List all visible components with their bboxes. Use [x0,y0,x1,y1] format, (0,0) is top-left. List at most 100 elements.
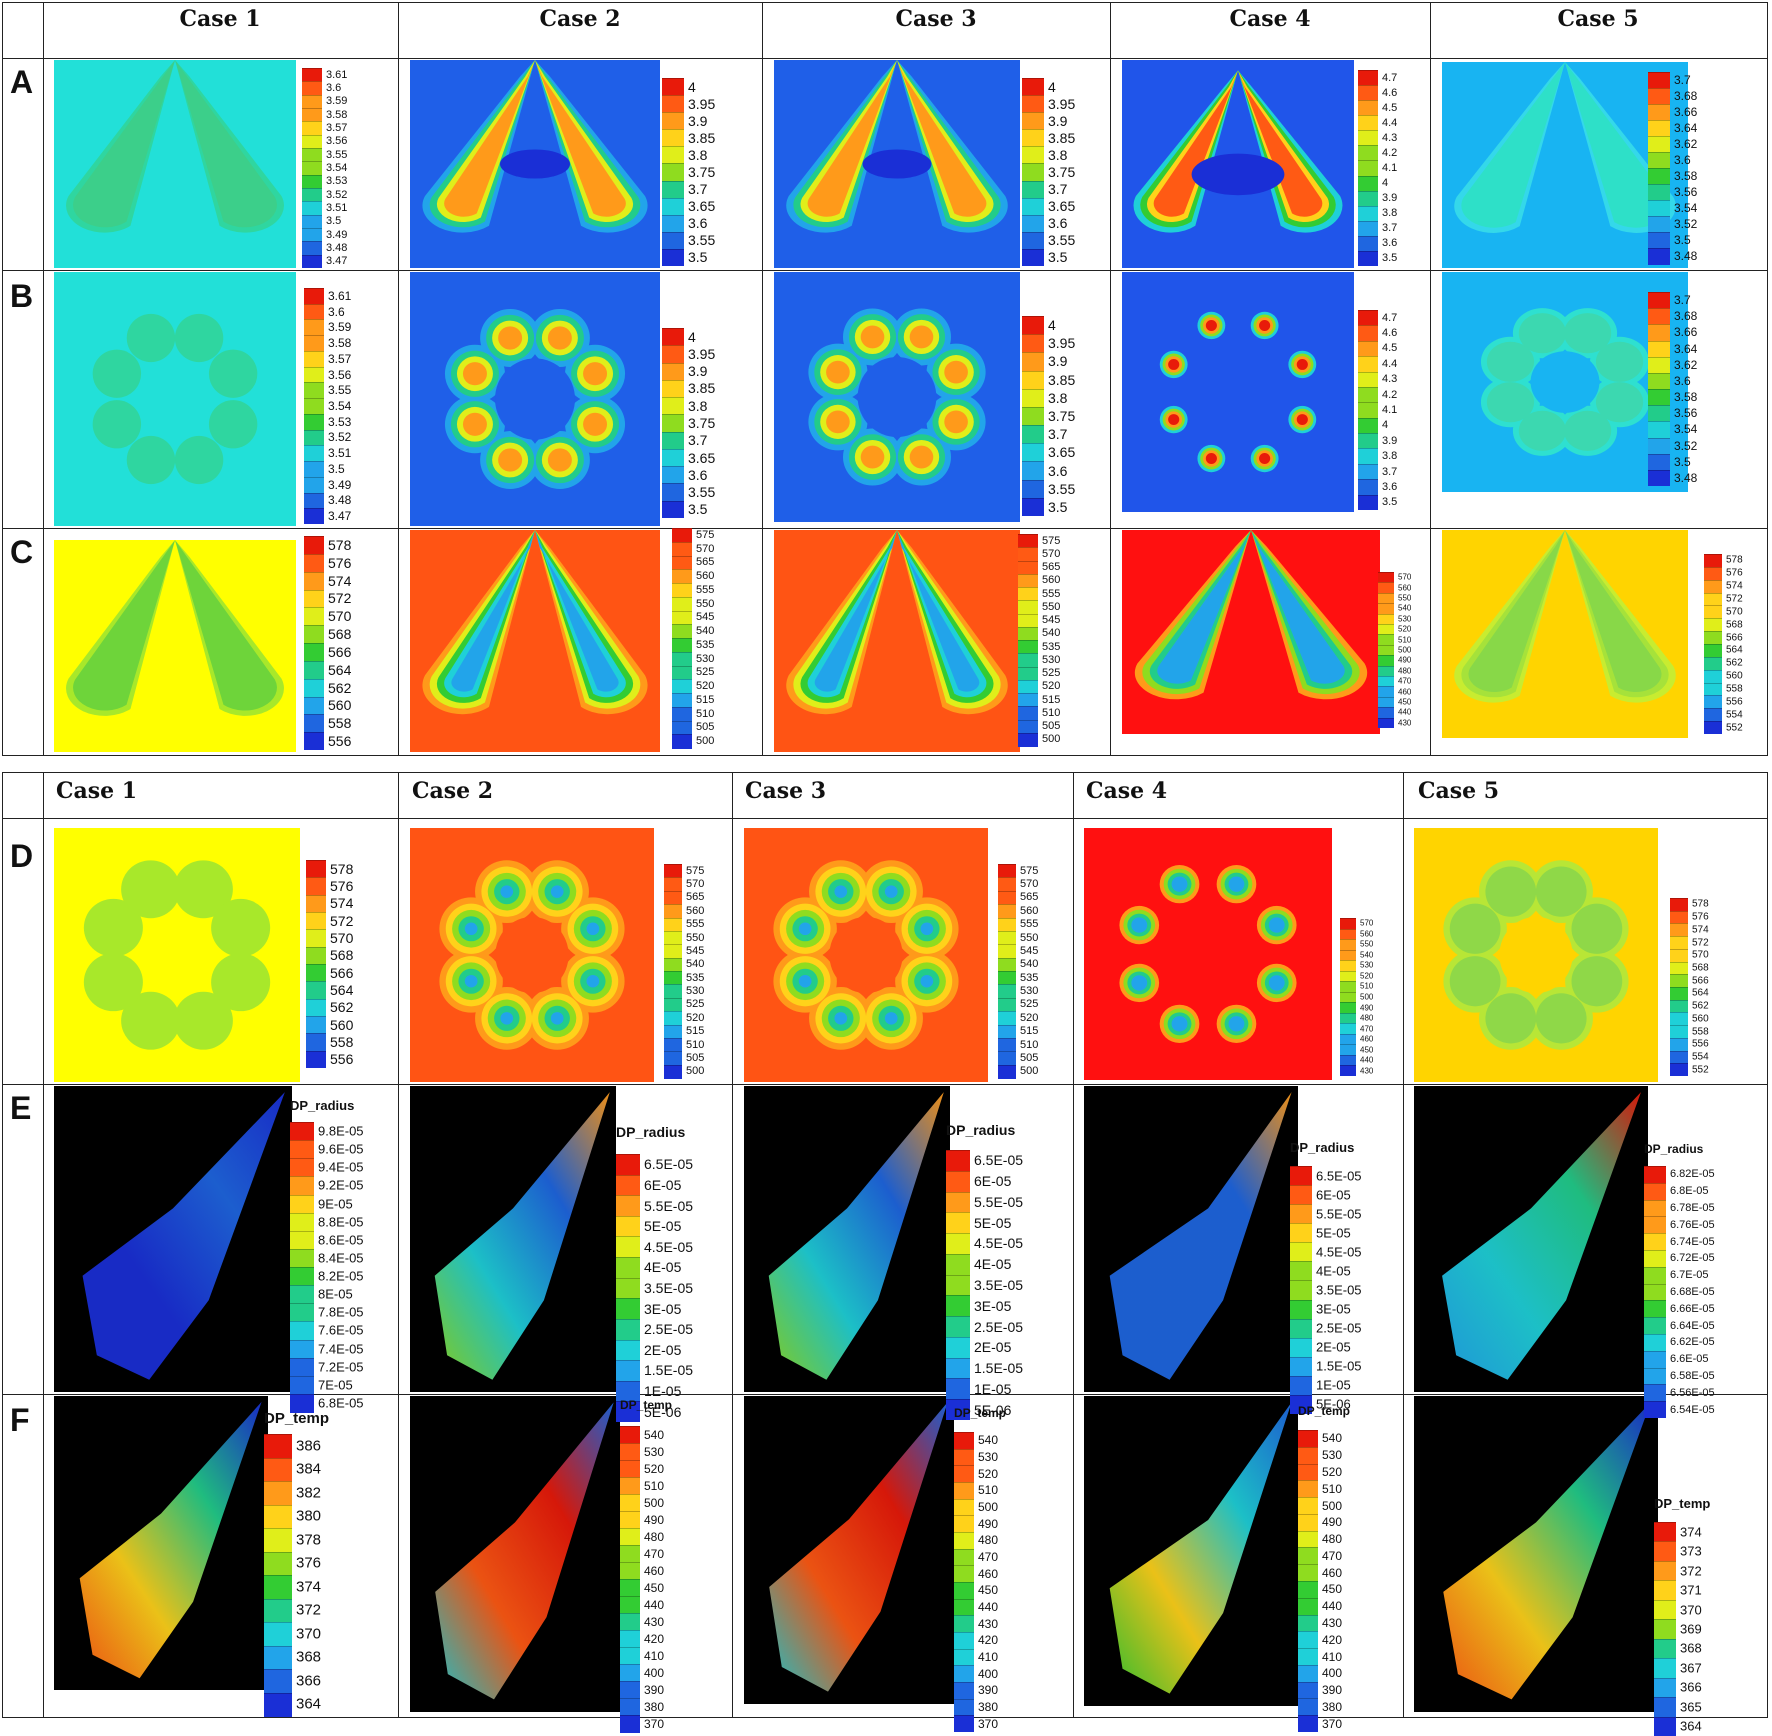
legend-tick-label: 6.74E-05 [1670,1235,1715,1248]
legend-tick-label: 1E-05 [1316,1377,1351,1393]
bottom-table-divider [1073,772,1074,1718]
legend-swatch [1648,216,1670,233]
legend-swatch [1340,1002,1356,1014]
legend-tick-label: 3.95 [1048,95,1076,112]
legend-swatch [1298,1597,1318,1616]
legend-tick-label: 3.55 [688,232,716,249]
legend-swatch [1648,120,1670,137]
legend-swatch [304,350,324,368]
legend-tick-label: 520 [978,1466,999,1481]
spray-lobe [462,412,487,436]
legend-swatch [302,108,322,122]
legend-tick-label: 4 [1048,317,1056,334]
legend-tick-label: 4.6 [1382,327,1398,340]
legend-tick-label: 6.6E-05 [1670,1353,1709,1366]
b4-color-legend: 4.7 4.6 4.5 4.4 4.3 4.2 4.1 4 3.9 3.8 3.7 3.6 3.5 [1358,310,1435,511]
legend-tick-label: 576 [1692,911,1709,923]
legend-tick-label: 400 [644,1665,665,1680]
legend-swatch [1290,1185,1312,1205]
legend-swatch [1644,1166,1666,1184]
spray-lobe [173,860,233,919]
legend-tick-label: 6.82E-05 [1670,1168,1715,1181]
legend-tick-label: 568 [1726,619,1743,631]
legend-tick-label: 500 [686,1065,705,1078]
legend-tick-label: 3.85 [688,129,716,146]
legend-tick-label: 6.64E-05 [1670,1319,1715,1332]
legend-tick-label: 5E-05 [974,1214,1012,1231]
legend-tick-label: 540 [1398,603,1412,613]
legend-tick-label: 510 [1020,1038,1039,1051]
legend-tick-label: 3.65 [1048,444,1076,461]
legend-swatch [1648,152,1670,169]
legend-tick-label: 480 [1360,1013,1374,1023]
legend-swatch [616,1339,640,1361]
legend-tick-label: 3.5 [1382,496,1398,509]
f2-color-legend: DP_temp 540 530 520 510 500 490 480 470 460 450 440… [620,1398,702,1733]
legend-title: DP_radius [1290,1140,1355,1155]
legend-tick-label: 556 [328,733,352,750]
case-5-header: Case 5 [1557,6,1639,32]
legend-tick-label: 369 [1680,1621,1702,1637]
spray-plume [897,530,980,692]
legend-swatch [1340,1044,1356,1056]
legend-swatch [290,1339,314,1359]
legend-tick-label: 564 [330,982,354,998]
legend-swatch [616,1195,640,1217]
legend-tick-label: 386 [296,1437,322,1455]
legend-tick-label: 3.61 [328,288,352,303]
legend-swatch [302,188,322,202]
legend-tick-label: 3.8 [1382,450,1398,463]
legend-swatch [946,1191,970,1213]
legend-swatch [1022,443,1044,462]
legend-swatch [620,1477,640,1495]
legend-swatch [954,1565,974,1583]
legend-swatch [1290,1299,1312,1320]
legend-tick-label: 572 [330,912,354,929]
legend-tick-label: 390 [644,1682,665,1697]
legend-swatch [1648,248,1670,265]
legend-swatch [616,1380,640,1402]
legend-tick-label: 7E-05 [318,1377,353,1393]
legend-swatch [1648,308,1670,325]
legend-swatch [1644,1283,1666,1301]
legend-swatch [672,706,692,721]
legend-tick-label: 568 [330,947,354,964]
legend-tick-label: 374 [296,1578,322,1596]
legend-tick-label: 420 [1322,1632,1343,1647]
legend-tick-label: 500 [1360,992,1374,1002]
legend-swatch [998,930,1016,945]
droplet-cloud [1442,1092,1641,1380]
legend-swatch [1378,603,1394,615]
legend-tick-label: 3.49 [328,477,352,492]
legend-swatch [998,971,1016,985]
legend-swatch [1670,987,1688,1001]
legend-swatch [1358,340,1378,357]
legend-tick-label: 1E-05 [644,1383,682,1400]
legend-tick-label: 3.65 [688,449,716,466]
legend-tick-label: 366 [1680,1679,1702,1695]
legend-tick-label: 552 [1726,722,1743,734]
legend-tick-label: 574 [1692,924,1709,936]
legend-swatch [264,1692,292,1717]
legend-tick-label: 535 [696,638,715,651]
legend-tick-label: 3E-05 [974,1297,1012,1314]
legend-swatch [998,1024,1016,1039]
legend-tick-label: 390 [978,1683,999,1698]
legend-swatch [954,1598,974,1616]
legend-tick-label: 6.56E-05 [1670,1386,1715,1399]
legend-swatch [954,1432,974,1450]
legend-tick-label: 560 [1020,904,1039,917]
legend-tick-label: 3.7 [1674,293,1691,308]
legend-tick-label: 9.8E-05 [318,1123,364,1139]
spray-lobe [1168,358,1180,370]
bottom-table-divider [2,1394,1768,1395]
legend-swatch [302,81,322,96]
legend-tick-label: 550 [686,931,705,944]
legend-tick-label: 560 [1726,670,1743,682]
legend-swatch [1648,389,1670,406]
legend-swatch [1018,613,1038,628]
b3-contour-plot [774,272,1020,522]
legend-tick-label: 510 [1360,981,1374,991]
spray-lobe [500,885,514,898]
legend-tick-label: 3.54 [326,162,348,174]
